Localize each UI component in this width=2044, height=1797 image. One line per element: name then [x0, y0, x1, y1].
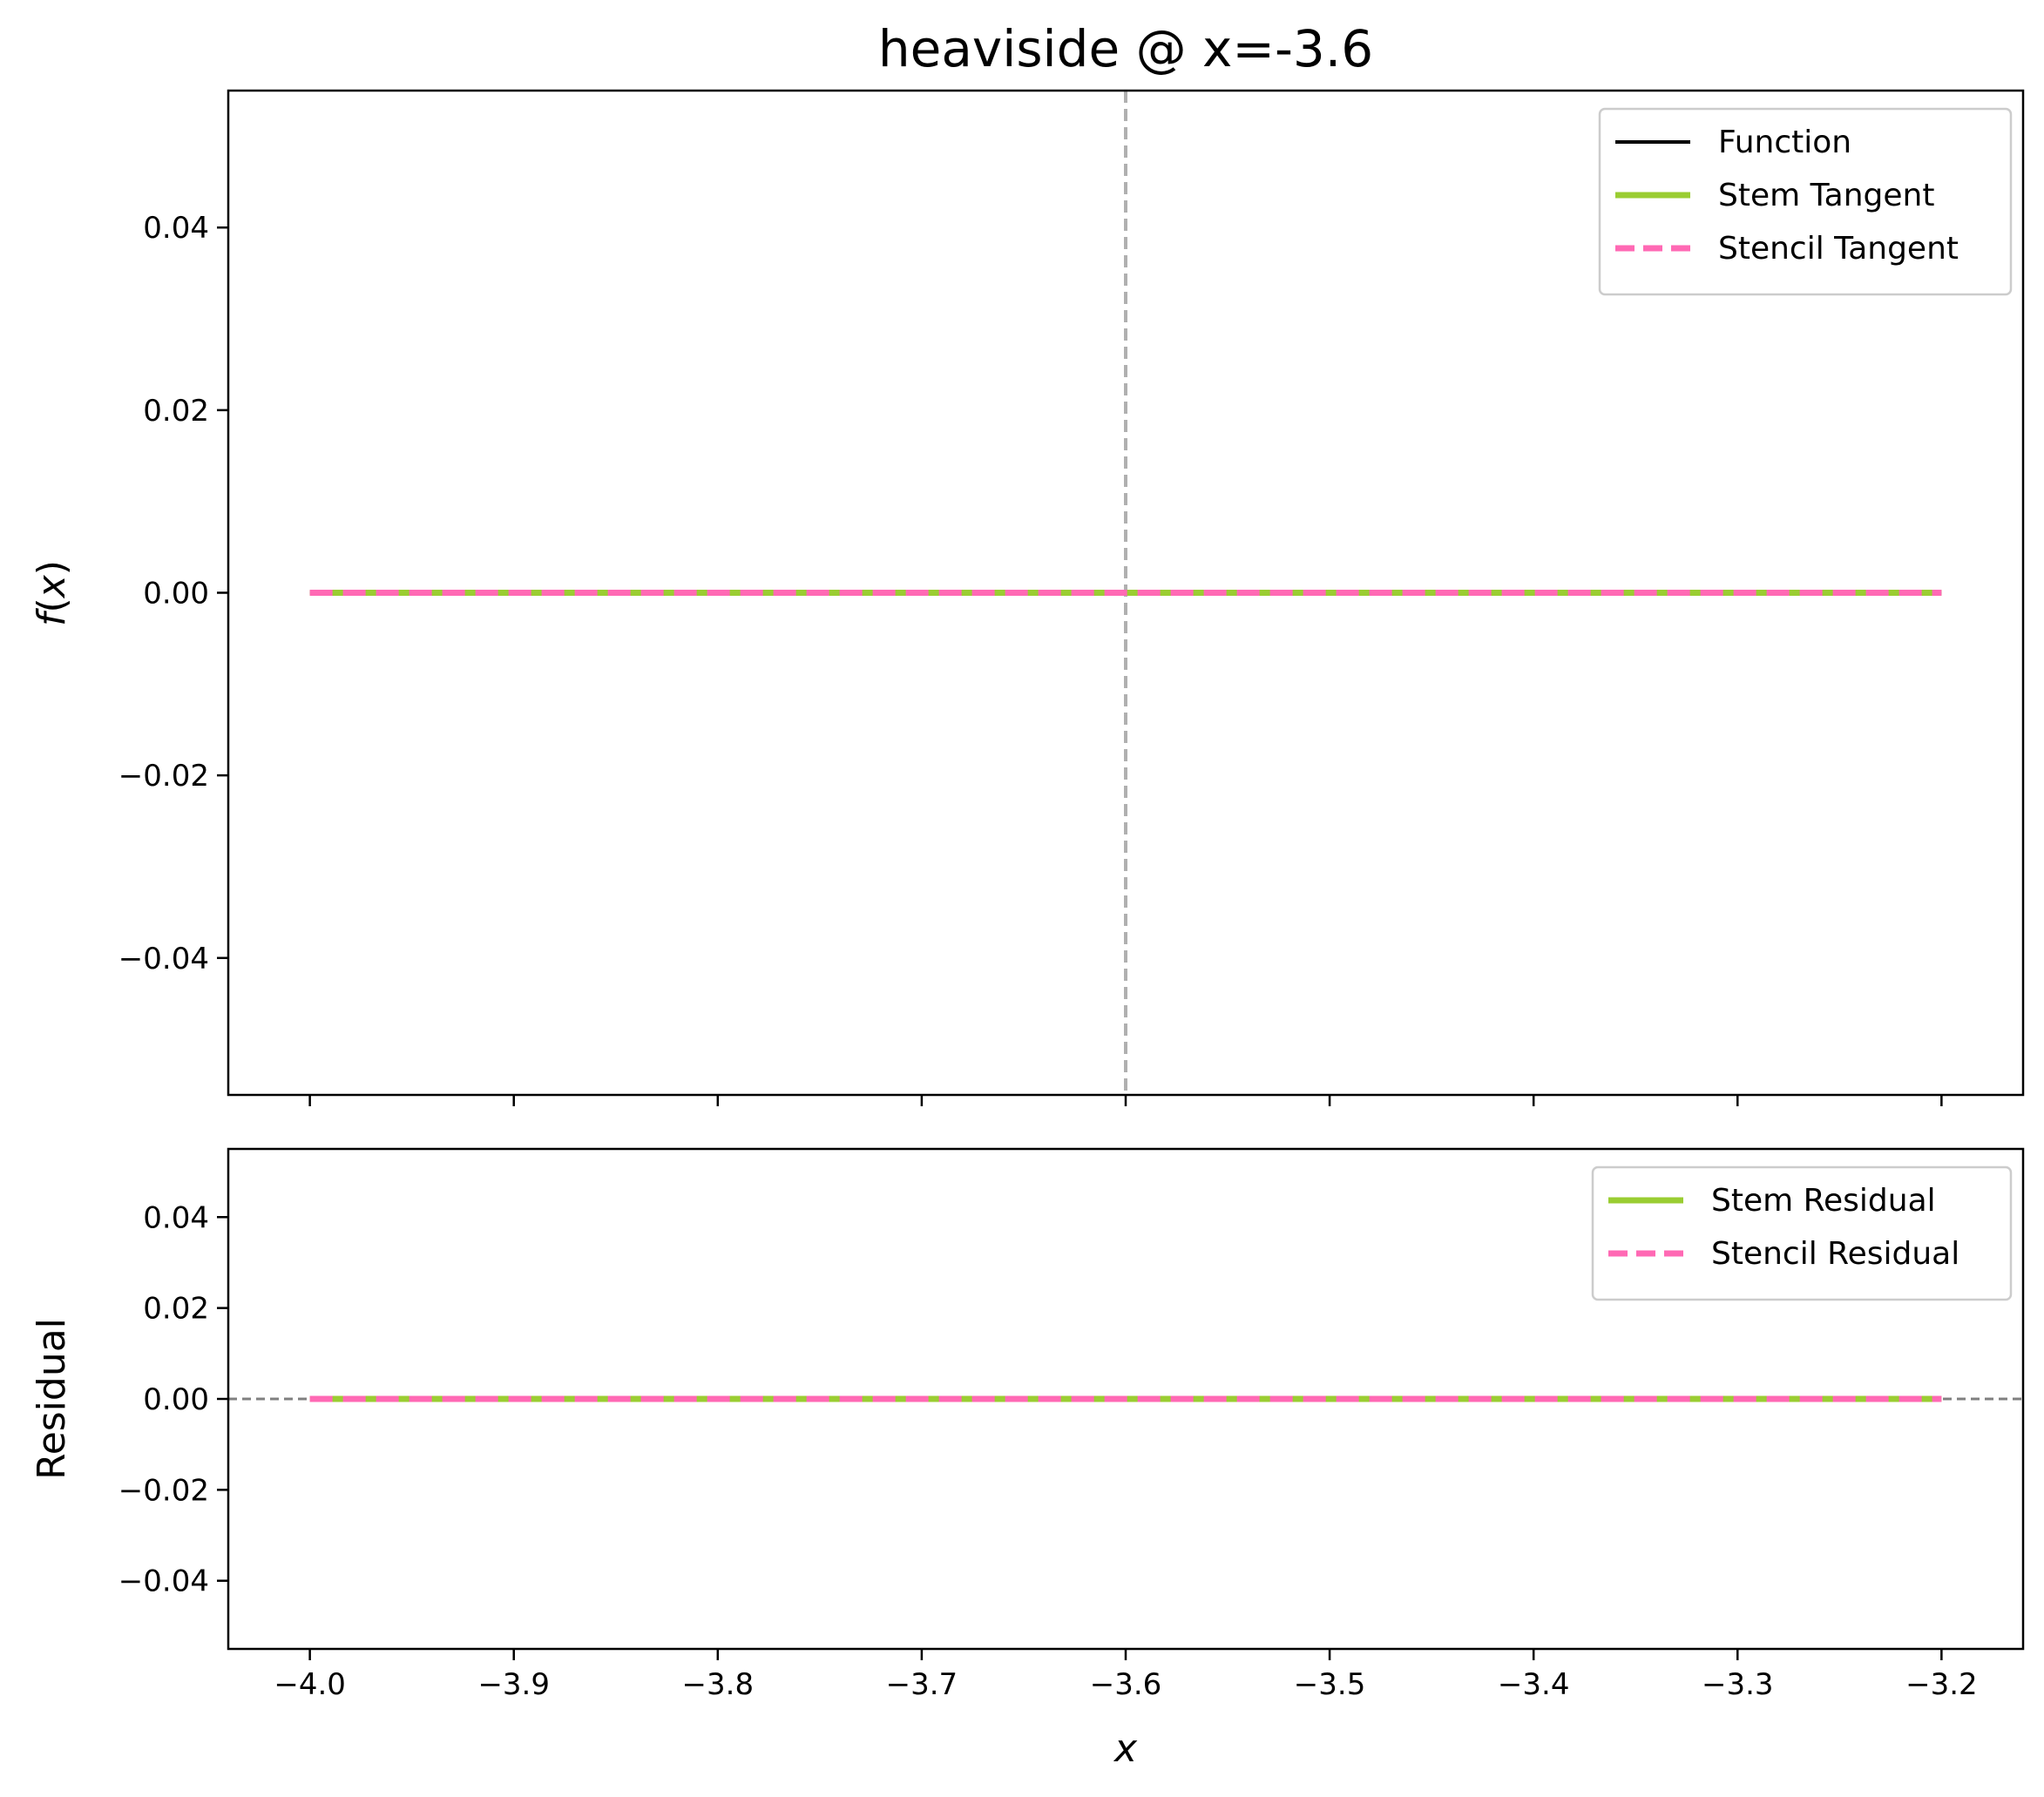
x-tick-label: −3.6	[1090, 1667, 1162, 1702]
y-tick-label: −0.02	[118, 1473, 209, 1508]
legend-label-0: Function	[1718, 125, 1851, 160]
y-tick-label: −0.04	[118, 1564, 209, 1599]
chart-title: heaviside @ x=-3.6	[878, 19, 1373, 78]
legend-label-1: Stencil Residual	[1711, 1236, 1959, 1272]
x-tick-label: −3.4	[1498, 1667, 1570, 1702]
x-tick-label: −3.2	[1905, 1667, 1978, 1702]
legend-box	[1598, 107, 2013, 296]
x-axis-label: x	[1113, 1726, 1138, 1771]
y-tick-label: 0.02	[143, 1292, 209, 1327]
x-tick-label: −3.7	[886, 1667, 958, 1702]
x-tick-label: −3.9	[477, 1667, 550, 1702]
x-tick-label: −3.8	[682, 1667, 755, 1702]
legend: Function Stem Tangent Stencil Tangent	[1598, 107, 2013, 296]
legend-box	[1591, 1165, 2013, 1301]
legend-label-1: Stem Tangent	[1718, 178, 1934, 213]
x-tick-label: −3.3	[1702, 1667, 1774, 1702]
y-ticks: −0.04 −0.02 0.00 0.02 0.04	[118, 1200, 228, 1599]
legend-label-0: Stem Residual	[1711, 1183, 1936, 1219]
y-tick-label: 0.04	[143, 211, 209, 246]
x-ticks: −4.0 −3.9 −3.8 −3.7 −3.6 −3.5 −3.4 −3.3 −3.2	[274, 1649, 1978, 1702]
y-tick-label: 0.02	[143, 394, 209, 429]
x-tick-label: −4.0	[274, 1667, 346, 1702]
x-tick-label: −3.5	[1294, 1667, 1366, 1702]
y-tick-label: 0.00	[143, 577, 209, 611]
y-tick-label: 0.04	[143, 1200, 209, 1235]
y-tick-label: 0.00	[143, 1382, 209, 1417]
legend: Stem Residual Stencil Residual	[1591, 1165, 2013, 1301]
legend-label-2: Stencil Tangent	[1718, 231, 1959, 267]
x-ticks	[308, 1095, 1943, 1106]
y-tick-label: −0.02	[118, 759, 209, 794]
function-panel: −0.04 −0.02 0.00 0.02 0.04 Function Stem Tange…	[118, 89, 2025, 1106]
y-tick-label: −0.04	[118, 942, 209, 976]
y-axis-label-function: f(x)	[30, 560, 74, 626]
y-axis-label-residual: Residual	[30, 1318, 74, 1480]
residual-panel: −4.0 −3.9 −3.8 −3.7 −3.6 −3.5 −3.4 −3.3 −3.2 −0.0…	[118, 1147, 2025, 1702]
y-ticks: −0.04 −0.02 0.00 0.02 0.04	[118, 211, 228, 976]
